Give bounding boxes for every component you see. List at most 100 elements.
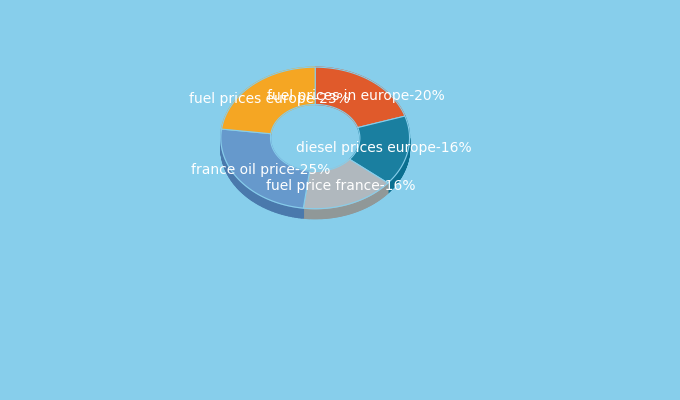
Polygon shape — [279, 203, 280, 214]
Polygon shape — [303, 208, 305, 218]
Polygon shape — [244, 184, 245, 195]
Text: fuel price france-16%: fuel price france-16% — [266, 180, 415, 194]
Polygon shape — [260, 196, 262, 206]
Polygon shape — [286, 205, 287, 216]
Polygon shape — [303, 159, 388, 209]
Polygon shape — [315, 67, 405, 128]
Polygon shape — [240, 181, 241, 192]
Polygon shape — [301, 208, 302, 218]
Polygon shape — [268, 199, 269, 210]
Polygon shape — [328, 208, 329, 218]
Polygon shape — [283, 204, 284, 215]
Polygon shape — [257, 194, 258, 204]
Polygon shape — [362, 199, 363, 209]
Polygon shape — [303, 170, 304, 180]
Polygon shape — [275, 202, 276, 212]
Polygon shape — [236, 176, 237, 187]
Polygon shape — [363, 198, 364, 209]
Polygon shape — [379, 189, 380, 200]
Polygon shape — [341, 206, 342, 216]
Polygon shape — [314, 209, 315, 219]
Polygon shape — [267, 199, 268, 209]
Polygon shape — [287, 206, 289, 216]
Polygon shape — [269, 200, 271, 210]
Polygon shape — [374, 193, 375, 203]
Polygon shape — [308, 208, 309, 218]
Polygon shape — [251, 190, 252, 201]
Polygon shape — [353, 202, 354, 213]
Polygon shape — [327, 208, 328, 218]
Text: fuel prices in europe-20%: fuel prices in europe-20% — [267, 89, 445, 103]
Polygon shape — [245, 185, 246, 196]
Polygon shape — [367, 196, 368, 207]
Polygon shape — [290, 206, 292, 216]
Polygon shape — [352, 203, 353, 213]
Polygon shape — [378, 190, 379, 201]
Polygon shape — [357, 201, 358, 211]
Polygon shape — [380, 189, 381, 199]
Polygon shape — [305, 171, 306, 181]
Polygon shape — [262, 196, 263, 207]
Polygon shape — [284, 205, 286, 215]
Polygon shape — [294, 207, 296, 217]
Polygon shape — [331, 208, 332, 218]
Polygon shape — [233, 173, 235, 184]
Polygon shape — [325, 208, 326, 218]
Polygon shape — [373, 193, 374, 204]
Polygon shape — [335, 207, 336, 217]
Polygon shape — [235, 175, 236, 186]
Polygon shape — [293, 207, 294, 217]
Polygon shape — [265, 198, 267, 209]
Polygon shape — [271, 200, 272, 211]
Polygon shape — [299, 208, 301, 218]
Polygon shape — [307, 208, 308, 218]
Polygon shape — [273, 201, 275, 212]
Polygon shape — [222, 67, 315, 134]
Polygon shape — [222, 67, 315, 134]
Polygon shape — [272, 201, 273, 211]
Polygon shape — [289, 206, 290, 216]
Polygon shape — [252, 191, 254, 201]
Polygon shape — [375, 192, 376, 202]
Polygon shape — [304, 170, 305, 180]
Polygon shape — [349, 204, 350, 214]
Polygon shape — [334, 207, 335, 217]
Polygon shape — [346, 205, 347, 215]
Polygon shape — [305, 208, 306, 218]
Polygon shape — [342, 206, 343, 216]
Polygon shape — [372, 194, 373, 204]
Polygon shape — [296, 207, 297, 217]
Polygon shape — [302, 208, 303, 218]
Polygon shape — [231, 170, 232, 181]
Polygon shape — [332, 208, 333, 218]
Polygon shape — [242, 183, 243, 194]
Polygon shape — [324, 208, 325, 218]
Polygon shape — [250, 189, 251, 200]
Polygon shape — [369, 196, 370, 206]
Polygon shape — [303, 159, 388, 209]
Polygon shape — [370, 195, 371, 206]
Text: fuel prices europe-23%: fuel prices europe-23% — [189, 92, 350, 106]
Polygon shape — [221, 129, 309, 208]
Polygon shape — [339, 206, 341, 216]
Polygon shape — [276, 202, 277, 213]
Polygon shape — [315, 209, 316, 219]
Polygon shape — [313, 209, 314, 219]
Polygon shape — [359, 200, 360, 210]
Text: france oil price-25%: france oil price-25% — [190, 163, 330, 177]
Polygon shape — [336, 207, 337, 217]
Polygon shape — [326, 208, 327, 218]
Polygon shape — [306, 208, 307, 218]
Polygon shape — [350, 203, 352, 214]
Polygon shape — [241, 182, 242, 192]
Polygon shape — [344, 205, 345, 215]
Polygon shape — [337, 206, 339, 216]
Polygon shape — [254, 192, 256, 203]
Polygon shape — [243, 184, 244, 194]
Polygon shape — [308, 171, 309, 181]
Polygon shape — [347, 204, 349, 214]
Polygon shape — [345, 205, 346, 215]
Polygon shape — [277, 203, 279, 213]
Polygon shape — [317, 209, 318, 219]
Polygon shape — [249, 188, 250, 199]
